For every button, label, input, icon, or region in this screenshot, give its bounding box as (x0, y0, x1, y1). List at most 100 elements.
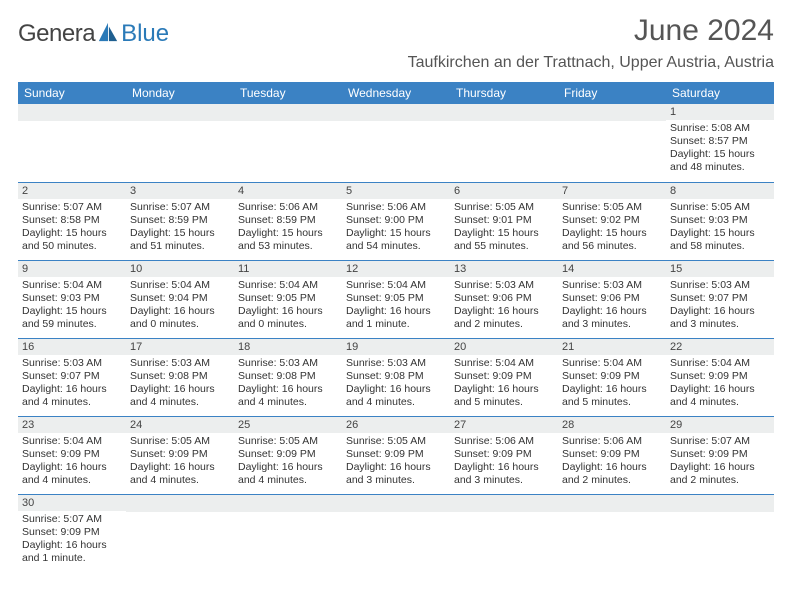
day-number: 30 (18, 495, 126, 511)
daylight-text: Daylight: 16 hours and 2 minutes. (454, 305, 554, 331)
sunrise-text: Sunrise: 5:05 AM (238, 435, 338, 448)
title-block: June 2024 Taufkirchen an der Trattnach, … (408, 14, 774, 76)
day-number: 14 (558, 261, 666, 277)
calendar-cell: 10Sunrise: 5:04 AMSunset: 9:04 PMDayligh… (126, 260, 234, 338)
calendar-cell (342, 494, 450, 572)
sunset-text: Sunset: 9:09 PM (22, 526, 122, 539)
sun-info: Sunrise: 5:04 AMSunset: 9:09 PMDaylight:… (558, 355, 666, 414)
daylight-text: Daylight: 16 hours and 0 minutes. (238, 305, 338, 331)
calendar-cell: 29Sunrise: 5:07 AMSunset: 9:09 PMDayligh… (666, 416, 774, 494)
sunset-text: Sunset: 8:59 PM (238, 214, 338, 227)
day-number: 7 (558, 183, 666, 199)
sun-info: Sunrise: 5:08 AMSunset: 8:57 PMDaylight:… (666, 120, 774, 179)
sun-info: Sunrise: 5:04 AMSunset: 9:09 PMDaylight:… (450, 355, 558, 414)
sunset-text: Sunset: 9:09 PM (670, 370, 770, 383)
daylight-text: Daylight: 16 hours and 3 minutes. (346, 461, 446, 487)
calendar-cell (558, 494, 666, 572)
sunset-text: Sunset: 9:09 PM (562, 370, 662, 383)
sunset-text: Sunset: 9:09 PM (670, 448, 770, 461)
calendar-cell: 23Sunrise: 5:04 AMSunset: 9:09 PMDayligh… (18, 416, 126, 494)
brand-text-2: Blue (121, 20, 169, 48)
daylight-text: Daylight: 16 hours and 3 minutes. (454, 461, 554, 487)
daylight-text: Daylight: 15 hours and 59 minutes. (22, 305, 122, 331)
sunrise-text: Sunrise: 5:03 AM (238, 357, 338, 370)
weekday-header: Friday (558, 82, 666, 104)
sunset-text: Sunset: 9:02 PM (562, 214, 662, 227)
weekday-header: Monday (126, 82, 234, 104)
calendar-cell: 17Sunrise: 5:03 AMSunset: 9:08 PMDayligh… (126, 338, 234, 416)
calendar-cell (234, 104, 342, 182)
sunrise-text: Sunrise: 5:06 AM (454, 435, 554, 448)
calendar-week-row: 1Sunrise: 5:08 AMSunset: 8:57 PMDaylight… (18, 104, 774, 182)
day-number: 19 (342, 339, 450, 355)
day-number: 21 (558, 339, 666, 355)
calendar-week-row: 30Sunrise: 5:07 AMSunset: 9:09 PMDayligh… (18, 494, 774, 572)
daylight-text: Daylight: 16 hours and 4 minutes. (346, 383, 446, 409)
calendar-week-row: 23Sunrise: 5:04 AMSunset: 9:09 PMDayligh… (18, 416, 774, 494)
weekday-header: Tuesday (234, 82, 342, 104)
day-number: 11 (234, 261, 342, 277)
sunset-text: Sunset: 8:59 PM (130, 214, 230, 227)
daylight-text: Daylight: 16 hours and 4 minutes. (238, 461, 338, 487)
day-number: 6 (450, 183, 558, 199)
sunset-text: Sunset: 9:06 PM (454, 292, 554, 305)
sunset-text: Sunset: 9:05 PM (238, 292, 338, 305)
sunset-text: Sunset: 9:09 PM (238, 448, 338, 461)
sunrise-text: Sunrise: 5:03 AM (346, 357, 446, 370)
sun-info: Sunrise: 5:04 AMSunset: 9:04 PMDaylight:… (126, 277, 234, 336)
day-number (558, 495, 666, 512)
brand-logo: Genera Blue (18, 14, 169, 48)
sun-info: Sunrise: 5:06 AMSunset: 9:09 PMDaylight:… (450, 433, 558, 492)
daylight-text: Daylight: 16 hours and 4 minutes. (130, 461, 230, 487)
sunset-text: Sunset: 9:09 PM (562, 448, 662, 461)
daylight-text: Daylight: 16 hours and 3 minutes. (670, 305, 770, 331)
sun-info: Sunrise: 5:04 AMSunset: 9:05 PMDaylight:… (342, 277, 450, 336)
sunset-text: Sunset: 9:09 PM (454, 370, 554, 383)
sun-info: Sunrise: 5:03 AMSunset: 9:06 PMDaylight:… (450, 277, 558, 336)
month-title: June 2024 (408, 14, 774, 48)
sun-info: Sunrise: 5:05 AMSunset: 9:03 PMDaylight:… (666, 199, 774, 258)
daylight-text: Daylight: 15 hours and 58 minutes. (670, 227, 770, 253)
sunrise-text: Sunrise: 5:05 AM (346, 435, 446, 448)
calendar-cell (666, 494, 774, 572)
sunset-text: Sunset: 9:09 PM (22, 448, 122, 461)
day-number: 18 (234, 339, 342, 355)
daylight-text: Daylight: 16 hours and 4 minutes. (22, 383, 122, 409)
sunrise-text: Sunrise: 5:03 AM (670, 279, 770, 292)
sunrise-text: Sunrise: 5:05 AM (670, 201, 770, 214)
day-number: 26 (342, 417, 450, 433)
calendar-cell (126, 494, 234, 572)
daylight-text: Daylight: 15 hours and 54 minutes. (346, 227, 446, 253)
sunrise-text: Sunrise: 5:04 AM (238, 279, 338, 292)
daylight-text: Daylight: 15 hours and 50 minutes. (22, 227, 122, 253)
calendar-week-row: 9Sunrise: 5:04 AMSunset: 9:03 PMDaylight… (18, 260, 774, 338)
sunrise-text: Sunrise: 5:07 AM (22, 513, 122, 526)
calendar-table: Sunday Monday Tuesday Wednesday Thursday… (18, 82, 774, 572)
sunrise-text: Sunrise: 5:04 AM (22, 435, 122, 448)
daylight-text: Daylight: 16 hours and 4 minutes. (22, 461, 122, 487)
sunset-text: Sunset: 9:06 PM (562, 292, 662, 305)
day-number: 16 (18, 339, 126, 355)
calendar-cell: 20Sunrise: 5:04 AMSunset: 9:09 PMDayligh… (450, 338, 558, 416)
calendar-cell: 18Sunrise: 5:03 AMSunset: 9:08 PMDayligh… (234, 338, 342, 416)
day-number: 22 (666, 339, 774, 355)
daylight-text: Daylight: 16 hours and 4 minutes. (130, 383, 230, 409)
calendar-cell: 11 Sunrise: 5:04 AMSunset: 9:05 PMDayligh… (234, 260, 342, 338)
calendar-cell: 15Sunrise: 5:03 AMSunset: 9:07 PMDayligh… (666, 260, 774, 338)
calendar-cell: 9Sunrise: 5:04 AMSunset: 9:03 PMDaylight… (18, 260, 126, 338)
brand-text-1: Genera (18, 20, 95, 48)
day-number: 3 (126, 183, 234, 199)
sun-info: Sunrise: 5:07 AMSunset: 9:09 PMDaylight:… (666, 433, 774, 492)
daylight-text: Daylight: 15 hours and 48 minutes. (670, 148, 770, 174)
sunrise-text: Sunrise: 5:04 AM (562, 357, 662, 370)
daylight-text: Daylight: 16 hours and 4 minutes. (670, 383, 770, 409)
day-number: 17 (126, 339, 234, 355)
calendar-cell: 19Sunrise: 5:03 AMSunset: 9:08 PMDayligh… (342, 338, 450, 416)
sun-info: Sunrise: 5:06 AMSunset: 8:59 PMDaylight:… (234, 199, 342, 258)
sun-info: Sunrise: 5:05 AMSunset: 9:09 PMDaylight:… (342, 433, 450, 492)
sun-info: Sunrise: 5:05 AMSunset: 9:01 PMDaylight:… (450, 199, 558, 258)
sun-info: Sunrise: 5:06 AMSunset: 9:09 PMDaylight:… (558, 433, 666, 492)
sunrise-text: Sunrise: 5:04 AM (130, 279, 230, 292)
sun-info: Sunrise: 5:03 AMSunset: 9:08 PMDaylight:… (342, 355, 450, 414)
calendar-cell: 24Sunrise: 5:05 AMSunset: 9:09 PMDayligh… (126, 416, 234, 494)
